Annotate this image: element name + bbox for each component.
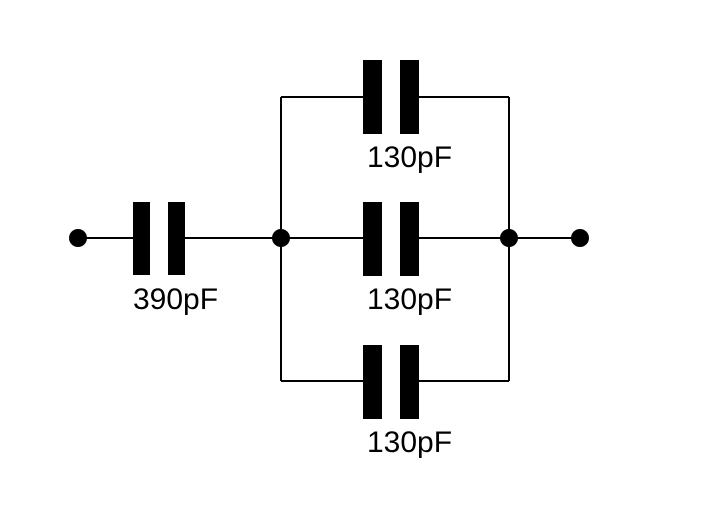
parallel-capacitor-top-plate-right bbox=[400, 60, 419, 134]
right-terminal-dot bbox=[571, 229, 589, 247]
parallel-capacitor-middle: 130pF bbox=[363, 202, 452, 316]
parallel-capacitor-bottom-plate-right bbox=[400, 345, 419, 419]
series-capacitor-label: 390pF bbox=[133, 283, 218, 316]
parallel-capacitor-bottom-plate-left bbox=[363, 345, 382, 419]
series-capacitor: 390pF bbox=[133, 202, 218, 316]
parallel-capacitor-middle-plate-right bbox=[400, 202, 419, 276]
parallel-capacitor-bottom-label: 130pF bbox=[367, 426, 452, 459]
parallel-capacitor-top-plate-left bbox=[363, 60, 382, 134]
parallel-capacitor-top-label: 130pF bbox=[367, 141, 452, 174]
parallel-capacitor-bottom: 130pF bbox=[363, 345, 452, 459]
parallel-capacitor-top: 130pF bbox=[363, 60, 452, 174]
right-junction-dot bbox=[500, 229, 518, 247]
nodes bbox=[69, 229, 589, 247]
left-terminal-dot bbox=[69, 229, 87, 247]
parallel-capacitor-middle-label: 130pF bbox=[367, 283, 452, 316]
parallel-capacitor-middle-plate-left bbox=[363, 202, 382, 276]
series-capacitor-plate-left bbox=[133, 202, 150, 275]
left-junction-dot bbox=[272, 229, 290, 247]
series-capacitor-plate-right bbox=[168, 202, 185, 275]
